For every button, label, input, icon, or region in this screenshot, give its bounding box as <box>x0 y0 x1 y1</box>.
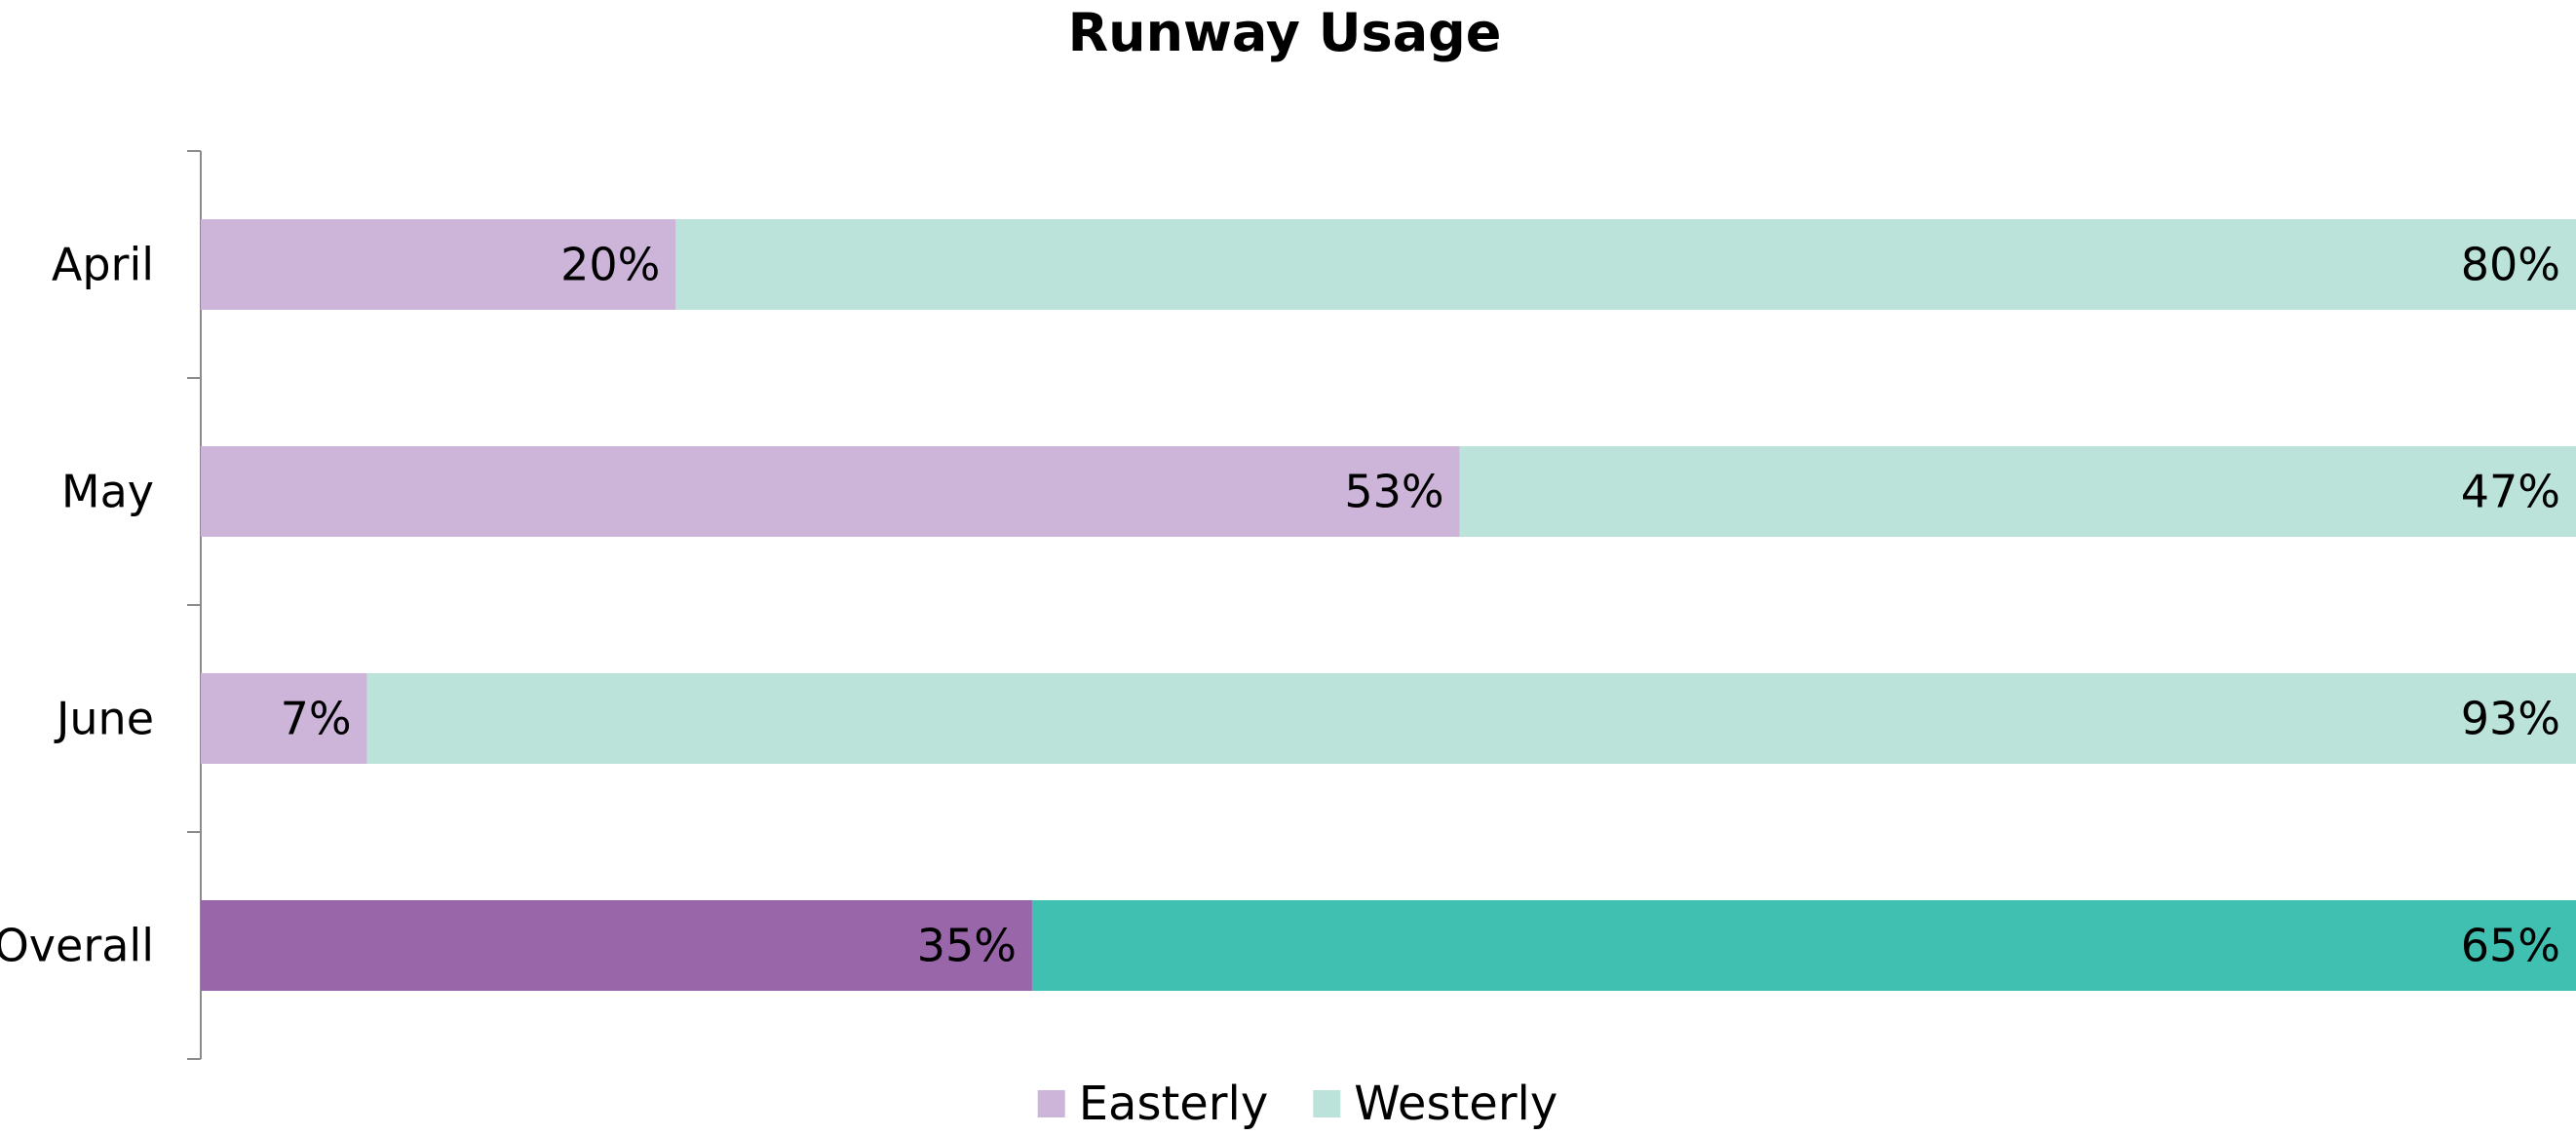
data-label-easterly-june: 7% <box>281 693 352 745</box>
category-axis: April May June Overall <box>0 150 202 1060</box>
data-label-westerly-april: 80% <box>2461 239 2560 291</box>
data-label-easterly-april: 20% <box>560 239 660 291</box>
data-label-easterly-may: 53% <box>1344 466 1443 518</box>
data-labels: 20% 80% 53% 47% 7% 93% 35% 65% <box>281 239 2560 972</box>
bar-westerly-june <box>366 673 2576 764</box>
bar-easterly-overall <box>201 900 1032 991</box>
data-label-westerly-overall: 65% <box>2461 920 2560 972</box>
bar-easterly-april <box>201 219 676 310</box>
legend-label-westerly: Westerly <box>1354 1077 1557 1131</box>
legend-label-easterly: Easterly <box>1079 1077 1269 1131</box>
bar-westerly-overall <box>1031 900 2576 991</box>
category-label-overall: Overall <box>0 920 154 972</box>
legend-swatch-westerly <box>1313 1090 1341 1117</box>
category-label-april: April <box>52 239 154 291</box>
bar-easterly-may <box>201 446 1460 537</box>
bar-easterly-june <box>201 673 367 764</box>
data-label-westerly-june: 93% <box>2461 693 2560 745</box>
bars <box>201 219 2576 991</box>
bar-westerly-may <box>1459 446 2576 537</box>
legend: Easterly Westerly <box>1037 1077 1557 1131</box>
bar-westerly-april <box>675 219 2576 310</box>
chart-title: Runway Usage <box>1068 2 1502 63</box>
data-label-westerly-may: 47% <box>2461 466 2560 518</box>
category-label-may: May <box>61 466 154 518</box>
category-label-june: June <box>54 693 154 745</box>
legend-swatch-easterly <box>1037 1090 1065 1117</box>
data-label-easterly-overall: 35% <box>917 920 1017 972</box>
